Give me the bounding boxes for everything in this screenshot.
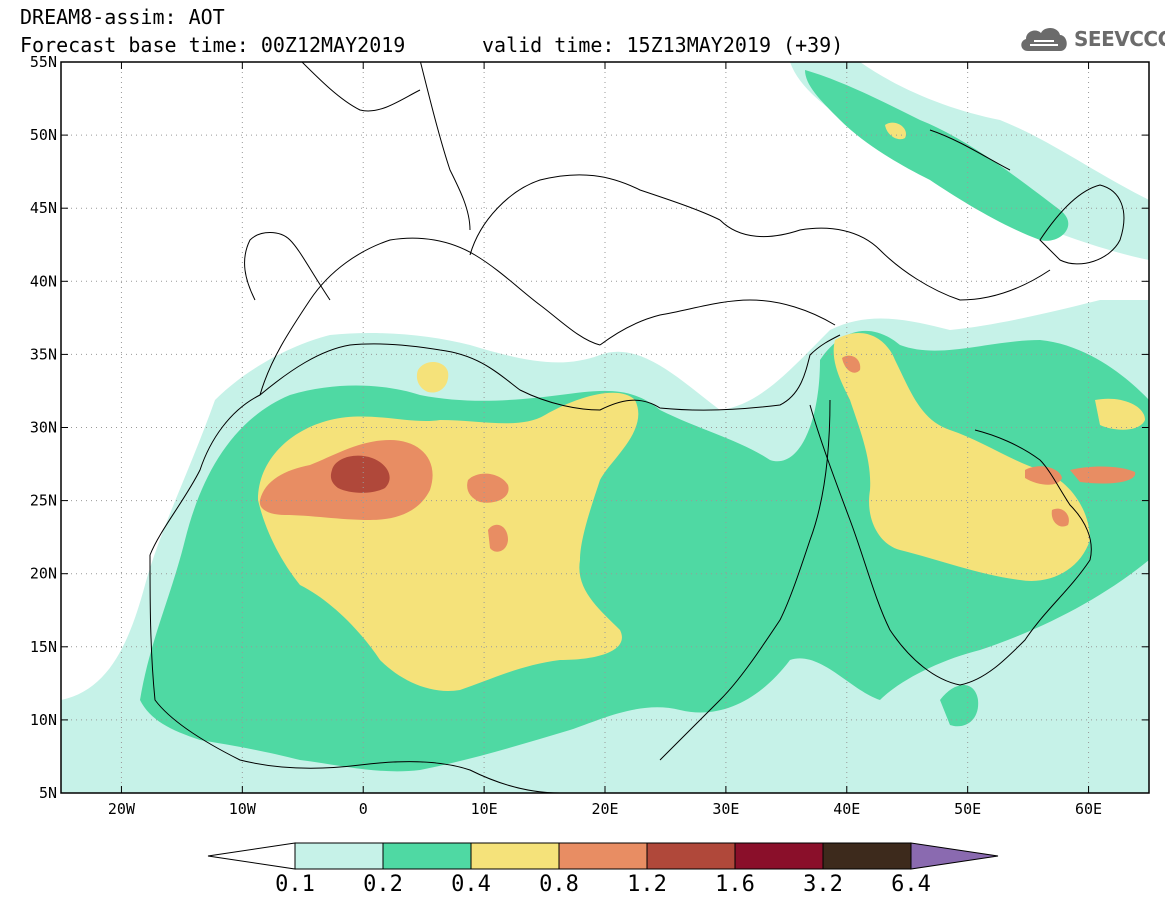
colorbar-label: 3.2 — [803, 872, 843, 897]
colorbar-over-triangle — [910, 842, 999, 870]
aot-band-0.2-somalia — [940, 685, 979, 727]
lat-tick-label: 55N — [30, 53, 57, 71]
lon-tick-label: 40E — [833, 800, 860, 818]
lat-tick-label: 50N — [30, 126, 57, 144]
colorbar-swatch — [558, 842, 648, 870]
colorbar-label: 1.2 — [627, 872, 667, 897]
colorbar-label: 0.8 — [539, 872, 579, 897]
lon-tick-label: 10W — [229, 800, 257, 818]
aot-band-0.2-caspian — [805, 70, 1069, 241]
lat-tick-label: 40N — [30, 272, 57, 290]
colorbar-label: 1.6 — [715, 872, 755, 897]
coastlines — [149, 62, 1125, 793]
colorbar-swatch — [734, 842, 824, 870]
aot-band-0.4-iran — [1095, 398, 1145, 430]
lat-tick-label: 35N — [30, 345, 57, 363]
latitude-labels: 55N 50N 45N 40N 35N 30N 25N 20N 15N 10N 5N — [30, 53, 57, 802]
lon-tick-label: 30E — [712, 800, 739, 818]
aot-band-0.8-iraq — [842, 355, 861, 373]
lon-tick-label: 20W — [108, 800, 136, 818]
colorbar-label: 6.4 — [891, 872, 931, 897]
colorbar-swatch — [822, 842, 912, 870]
seevccc-logo: SEEVCCC — [1018, 24, 1165, 54]
colorbar-swatch — [646, 842, 736, 870]
longitude-labels: 20W 10W 0 10E 20E 30E 40E 50E 60E — [108, 800, 1102, 818]
lat-tick-label: 20N — [30, 565, 57, 583]
aot-band-0.4-algeria — [416, 361, 449, 393]
aot-band-0.4-arabia — [833, 332, 1090, 581]
logo-text: SEEVCCC — [1074, 27, 1165, 51]
colorbar-label: 0.1 — [275, 872, 315, 897]
aot-band-1.2 — [330, 455, 390, 493]
aot-band-0.8-iran — [1070, 466, 1136, 484]
aot-band-0.4-caspian — [885, 122, 906, 140]
lat-tick-label: 30N — [30, 419, 57, 437]
lat-tick-label: 5N — [39, 784, 57, 802]
aot-band-0.8-oman — [1051, 508, 1069, 527]
axis-ticks — [61, 61, 1149, 794]
lon-tick-label: 20E — [591, 800, 618, 818]
lon-tick-label: 50E — [954, 800, 981, 818]
lat-tick-label: 10N — [30, 711, 57, 729]
graticule — [61, 62, 1149, 793]
lat-tick-label: 25N — [30, 492, 57, 510]
aot-band-0.8-niger — [467, 473, 509, 503]
colorbar-label: 0.4 — [451, 872, 491, 897]
forecast-base-time: Forecast base time: 00Z12MAY2019 — [20, 33, 406, 57]
aot-field — [61, 62, 1149, 793]
lat-tick-label: 15N — [30, 638, 57, 656]
lon-tick-label: 0 — [359, 800, 368, 818]
map-title: DREAM8-assim: AOT — [20, 5, 225, 29]
valid-time: valid time: 15Z13MAY2019 (+39) — [482, 33, 844, 57]
lon-tick-label: 60E — [1075, 800, 1102, 818]
cloud-icon — [1021, 27, 1067, 51]
lon-tick-label: 10E — [471, 800, 498, 818]
aot-band-0.8-gulf — [1025, 466, 1062, 485]
lat-tick-label: 45N — [30, 199, 57, 217]
colorbar: 0.1 0.2 0.4 0.8 1.2 1.6 3.2 6.4 — [207, 842, 999, 897]
colorbar-under-triangle — [207, 842, 296, 870]
aot-band-0.8-chad — [488, 524, 508, 552]
colorbar-swatch — [470, 842, 560, 870]
colorbar-label: 0.2 — [363, 872, 403, 897]
colorbar-swatch — [382, 842, 472, 870]
colorbar-swatch — [294, 842, 384, 870]
